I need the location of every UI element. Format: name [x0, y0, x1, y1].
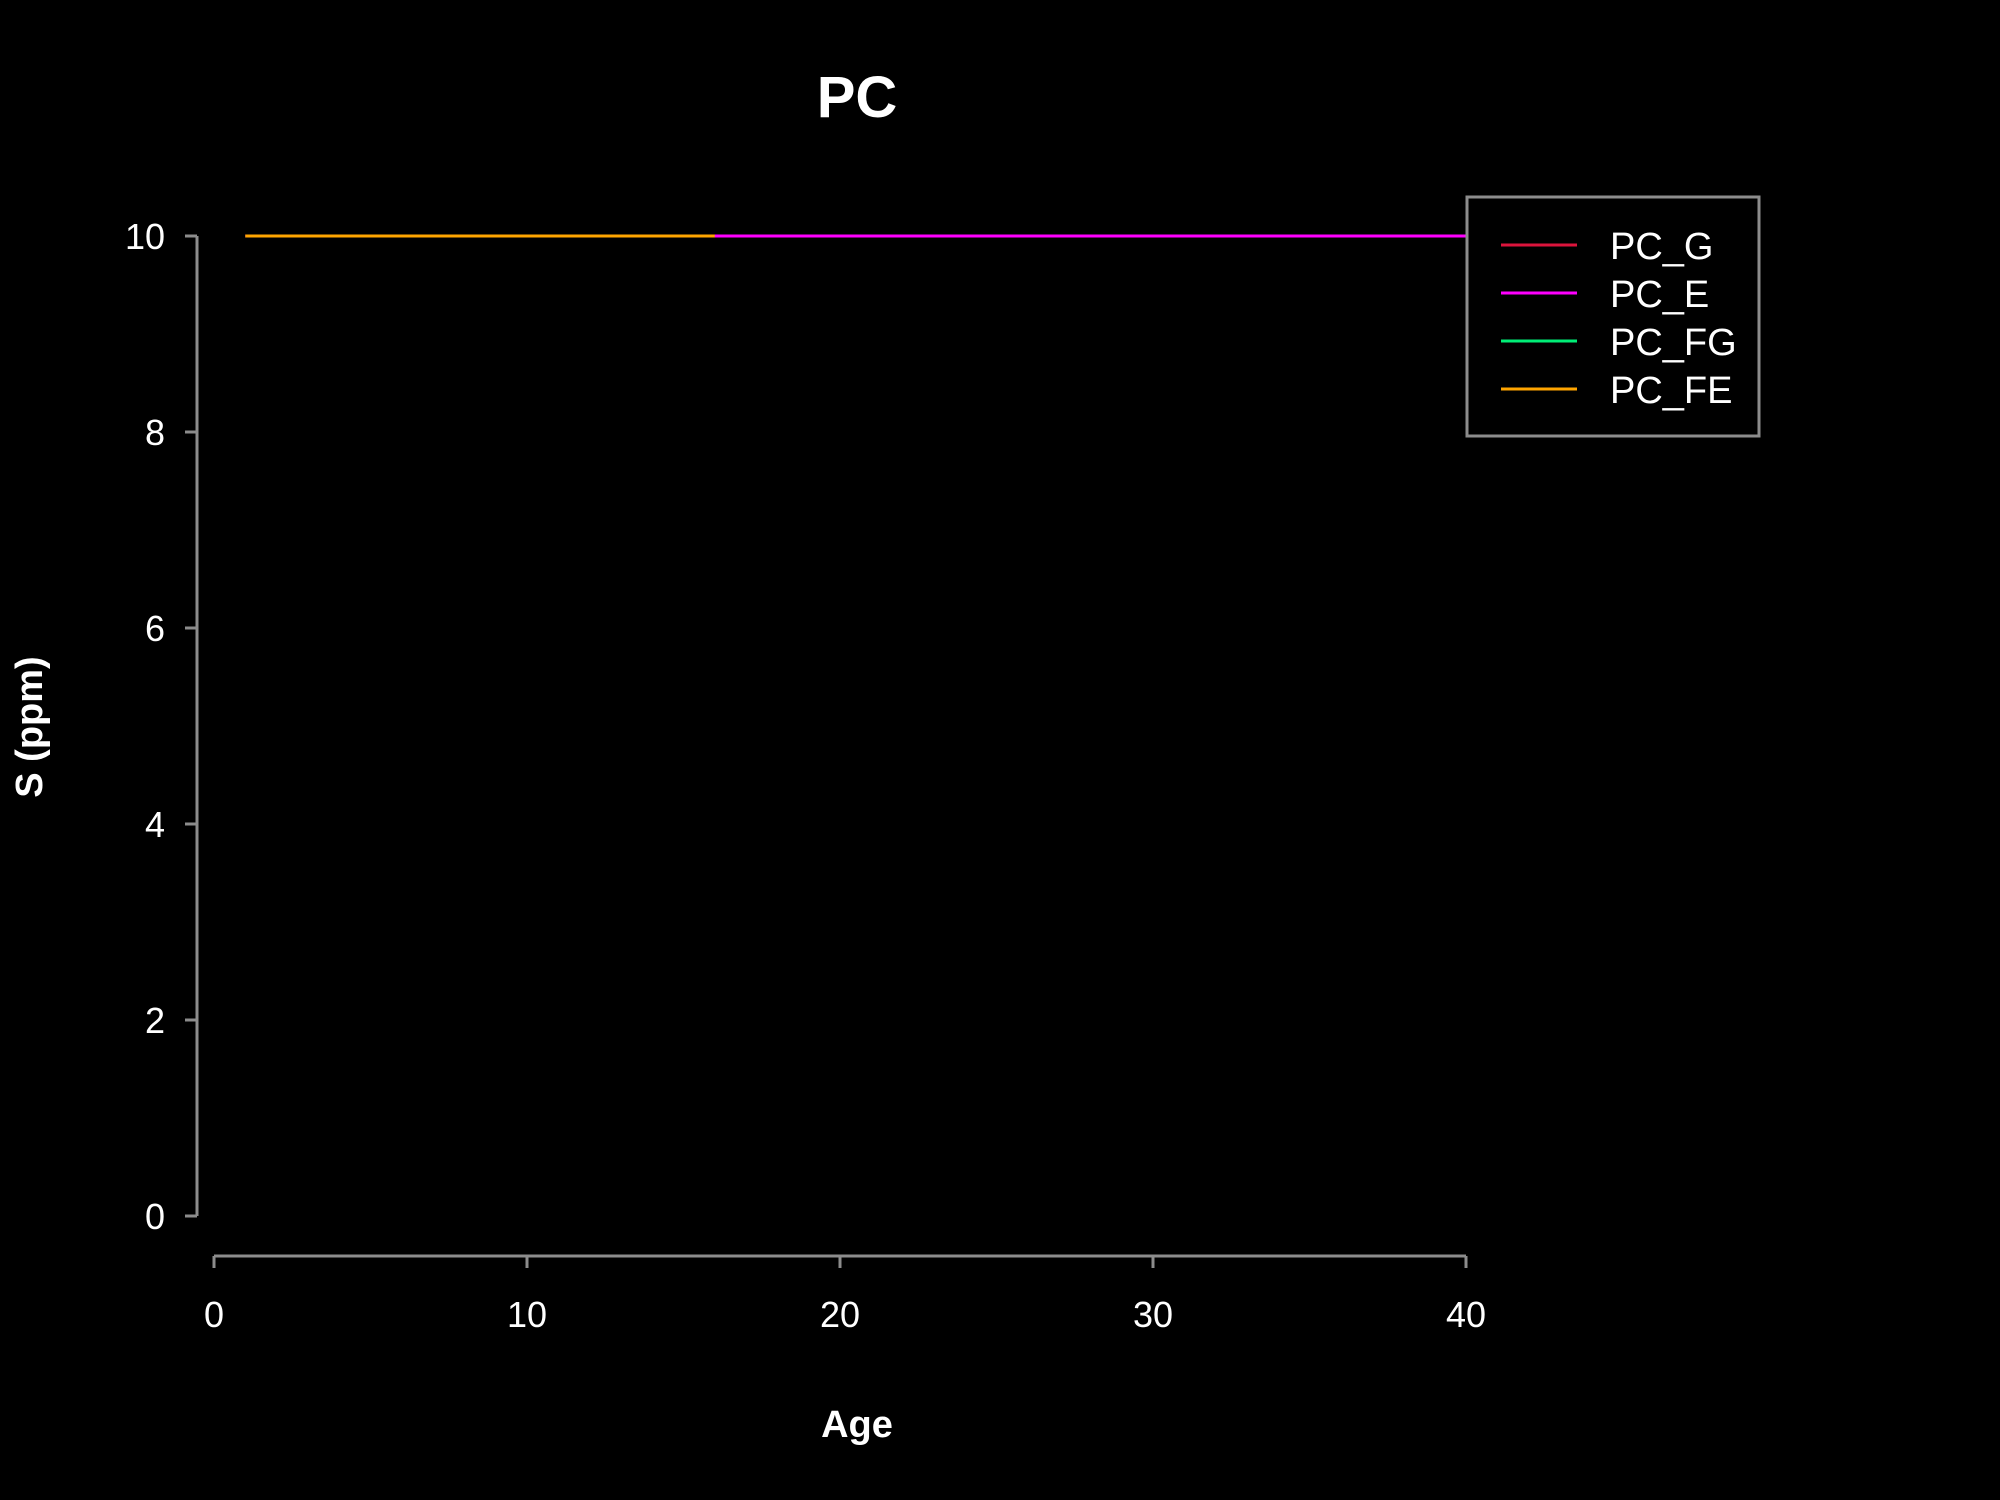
chart-title: PC: [817, 65, 898, 130]
y-axis-label: S (ppm): [9, 656, 51, 797]
x-axis-label: Age: [821, 1404, 893, 1446]
y-tick-label: 0: [145, 1196, 165, 1237]
y-tick-label: 8: [145, 412, 165, 453]
legend-label: PC_E: [1610, 274, 1709, 316]
x-tick-label: 30: [1133, 1294, 1173, 1335]
x-tick-label: 20: [820, 1294, 860, 1335]
y-tick-label: 6: [145, 608, 165, 649]
x-tick-label: 40: [1446, 1294, 1486, 1335]
x-tick-label: 10: [507, 1294, 547, 1335]
legend-label: PC_G: [1610, 226, 1713, 268]
legend-label: PC_FE: [1610, 370, 1732, 412]
y-tick-label: 2: [145, 1000, 165, 1041]
x-axis: 0 10 20 30 40: [204, 1256, 1486, 1335]
y-tick-label: 10: [125, 216, 165, 257]
y-axis: 0 2 4 6 8 10: [125, 216, 197, 1237]
legend: PC_G PC_E PC_FG PC_FE: [1467, 197, 1759, 436]
legend-label: PC_FG: [1610, 322, 1737, 364]
x-tick-label: 0: [204, 1294, 224, 1335]
y-tick-label: 4: [145, 804, 165, 845]
